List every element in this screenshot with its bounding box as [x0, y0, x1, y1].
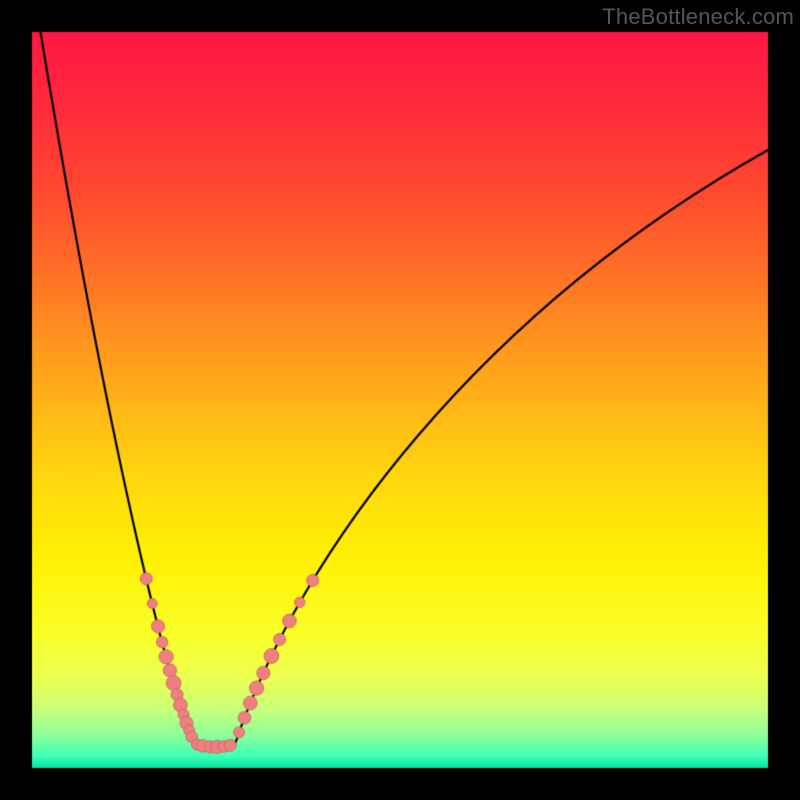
watermark-text: TheBottleneck.com — [602, 4, 794, 30]
bottleneck-curve-chart — [0, 0, 800, 800]
chart-stage: TheBottleneck.com — [0, 0, 800, 800]
